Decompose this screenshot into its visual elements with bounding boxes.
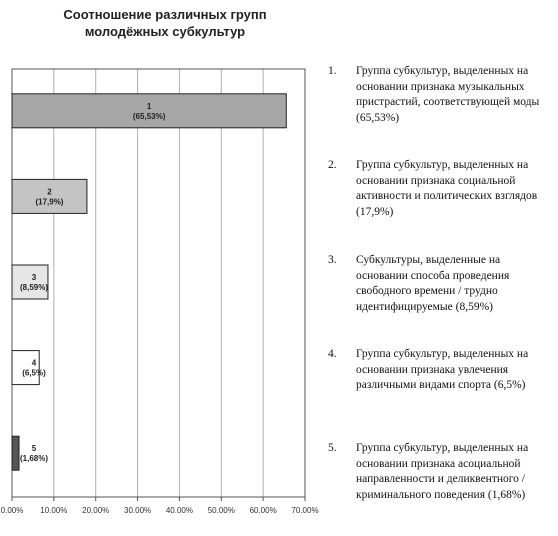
x-tick-label: 70.00% xyxy=(291,506,318,515)
chart-title: Соотношение различных групп молодёжных с… xyxy=(0,6,330,40)
legend-item-number: 4. xyxy=(328,348,337,360)
bar-value-label: (6,5%) xyxy=(22,369,46,378)
x-tick-label: 60.00% xyxy=(250,506,277,515)
chart-title-line-1: Соотношение различных групп xyxy=(63,7,267,22)
bar-label: 3 xyxy=(32,273,37,282)
legend-item-number: 3. xyxy=(328,254,337,266)
legend-item-text: Субкультуры, выделенные на основании спо… xyxy=(356,254,510,313)
legend-item-text: Группа субкультур, выделенных на основан… xyxy=(356,159,538,218)
bar-3 xyxy=(11,264,49,300)
bar-4 xyxy=(11,350,40,386)
bar-label: 5 xyxy=(32,444,37,453)
bar-value-label: (65,53%) xyxy=(133,112,166,121)
x-tick-label: 0.00% xyxy=(1,506,24,515)
bar-5 xyxy=(11,435,20,471)
bar-label: 2 xyxy=(47,187,52,196)
legend-item-number: 1. xyxy=(328,65,337,77)
legend-item-text: Группа субкультур, выделенных на основан… xyxy=(356,348,529,391)
bar-2 xyxy=(11,178,88,214)
legend-item-text: Группа субкультур, выделенных на основан… xyxy=(356,65,540,124)
bar-value-label: (8,59%) xyxy=(20,283,48,292)
legend-item-text: Группа субкультур, выделенных на основан… xyxy=(356,442,529,501)
x-tick-label: 50.00% xyxy=(208,506,235,515)
chart-title-line-2: молодёжных субкультур xyxy=(84,24,246,39)
plot-area xyxy=(11,68,306,498)
x-tick-label: 30.00% xyxy=(124,506,151,515)
x-tick-label: 20.00% xyxy=(82,506,109,515)
bar-label: 4 xyxy=(32,359,37,368)
bar-label: 1 xyxy=(147,102,152,111)
bar-chart: 0.00% 10.00% 20.00% 30.00% 40.00% 50.00% 60.00… xyxy=(1,68,319,515)
bar-value-label: (1,68%) xyxy=(20,454,48,463)
legend-item-number: 2. xyxy=(328,159,337,171)
x-tick-label: 40.00% xyxy=(166,506,193,515)
legend-item-number: 5. xyxy=(328,442,337,454)
bar-1 xyxy=(11,93,287,129)
x-tick-label: 10.00% xyxy=(40,506,67,515)
bar-value-label: (17,9%) xyxy=(35,197,63,206)
